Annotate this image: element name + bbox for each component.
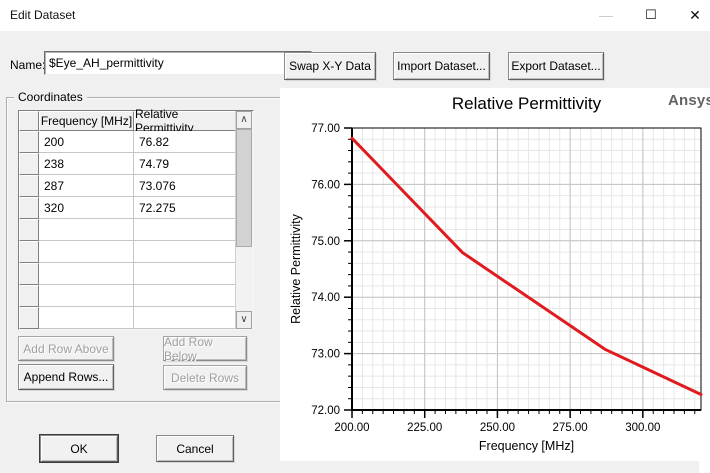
add-row-below-button[interactable]: Add Row Below [163,335,247,363]
permittivity-line-chart: 200.00 225.00 250.00 275.00 300.00 72.00 73.00… [311,123,703,434]
svg-text:76.00: 76.00 [311,179,340,191]
cell-frequency[interactable]: 200 [39,131,134,153]
table-corner-cell [19,111,39,131]
table-rows: 200 76.82 238 74.79 287 73.076 320 72.275 [19,131,253,329]
svg-text:77.00: 77.00 [311,123,340,135]
svg-text:200.00: 200.00 [334,422,369,434]
cell-frequency[interactable]: 320 [39,197,134,219]
cell-frequency[interactable] [39,263,134,285]
ok-button[interactable]: OK [40,435,118,462]
permittivity-series-line [350,136,703,396]
cell-frequency[interactable] [39,241,134,263]
cell-permittivity[interactable]: 76.82 [134,131,236,153]
table-row [19,285,253,307]
cell-permittivity[interactable] [134,219,236,241]
export-dataset-button[interactable]: Export Dataset... [508,52,604,80]
chart-title: Relative Permittivity [451,94,602,113]
cell-frequency[interactable]: 238 [39,153,134,175]
row-header[interactable] [19,197,39,219]
table-row [19,307,253,329]
row-header[interactable] [19,131,39,153]
window-title: Edit Dataset [10,8,76,22]
minimize-icon: — [599,7,613,23]
svg-text:250.00: 250.00 [480,422,515,434]
svg-text:72.00: 72.00 [311,405,340,417]
row-header[interactable] [19,263,39,285]
table-row [19,263,253,285]
scroll-down-icon[interactable]: ∨ [236,311,252,329]
table-row: 320 72.275 [19,197,253,219]
scroll-up-icon[interactable]: ∧ [236,111,252,129]
cell-permittivity[interactable] [134,263,236,285]
cell-frequency[interactable]: 287 [39,175,134,197]
row-header[interactable] [19,241,39,263]
append-rows-button[interactable]: Append Rows... [18,364,114,390]
cell-permittivity[interactable] [134,285,236,307]
add-row-above-button[interactable]: Add Row Above [18,336,114,361]
table-row: 287 73.076 [19,175,253,197]
svg-text:300.00: 300.00 [625,422,660,434]
ansys-watermark: Ansys [667,92,710,109]
table-row [19,219,253,241]
svg-text:74.00: 74.00 [311,292,340,304]
row-header[interactable] [19,307,39,329]
name-label: Name: [10,58,46,72]
cell-permittivity[interactable]: 73.076 [134,175,236,197]
table-scrollbar[interactable]: ∧ ∨ [235,111,253,329]
table-row [19,241,253,263]
cell-frequency[interactable] [39,285,134,307]
chart-panel: 200.00 225.00 250.00 275.00 300.00 72.00 73.00… [280,88,710,461]
svg-text:225.00: 225.00 [407,422,442,434]
svg-text:275.00: 275.00 [553,422,588,434]
scrollbar-thumb[interactable] [236,129,252,247]
column-header-permittivity[interactable]: Relative Permittivity [134,107,236,135]
resize-corner[interactable] [699,460,710,473]
column-header-frequency[interactable]: Frequency [MHz] [39,111,134,131]
cell-frequency[interactable] [39,307,134,329]
swap-xy-button[interactable]: Swap X-Y Data [284,52,376,80]
cell-permittivity[interactable]: 72.275 [134,197,236,219]
cell-permittivity[interactable]: 74.79 [134,153,236,175]
cancel-button[interactable]: Cancel [156,435,234,462]
title-bar[interactable]: Edit Dataset — ☐ ✕ [0,0,710,31]
import-dataset-button[interactable]: Import Dataset... [393,52,490,80]
row-header[interactable] [19,285,39,307]
cell-permittivity[interactable] [134,307,236,329]
table-row: 238 74.79 [19,153,253,175]
close-icon[interactable]: ✕ [689,6,701,23]
name-input[interactable] [44,51,312,75]
y-axis-title: Relative Permittivity [289,214,303,324]
row-header[interactable] [19,153,39,175]
row-header[interactable] [19,175,39,197]
coordinates-group-label: Coordinates [14,90,87,104]
x-axis-title: Frequency [MHz] [478,439,575,453]
row-header[interactable] [19,219,39,241]
svg-text:75.00: 75.00 [311,236,340,248]
coordinates-table: Frequency [MHz] Relative Permittivity 20… [18,107,254,330]
svg-text:73.00: 73.00 [311,349,340,361]
table-header-row: Frequency [MHz] Relative Permittivity [19,107,253,135]
table-row: 200 76.82 [19,131,253,153]
delete-rows-button[interactable]: Delete Rows [163,365,247,390]
cell-frequency[interactable] [39,219,134,241]
maximize-icon[interactable]: ☐ [645,7,657,22]
cell-permittivity[interactable] [134,241,236,263]
